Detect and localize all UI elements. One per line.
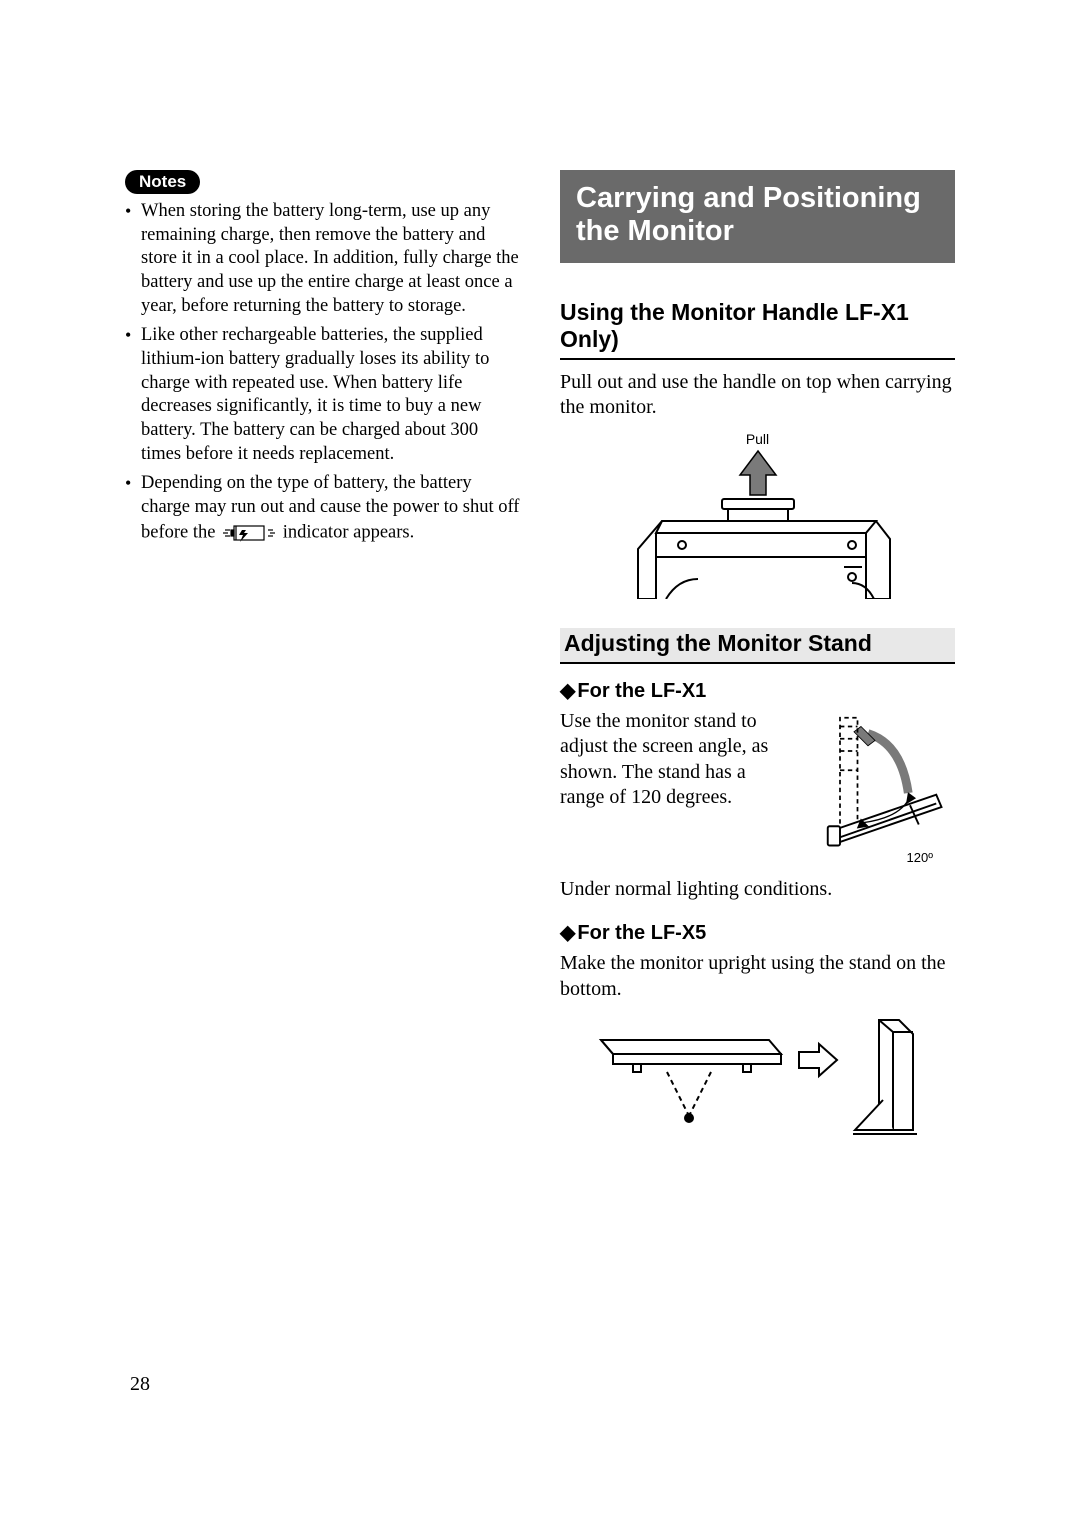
notes-pill: Notes xyxy=(125,170,200,194)
lfx1-after: Under normal lighting conditions. xyxy=(560,877,955,903)
lfx1-row: Use the monitor stand to adjust the scre… xyxy=(560,709,955,865)
stand-lfx5-icon xyxy=(593,1012,923,1142)
figure-monitor-handle: Pull xyxy=(618,431,898,604)
subheading-handle: Using the Monitor Handle LF-X1 Only) xyxy=(560,299,955,360)
notes-list: When storing the battery long-term, use … xyxy=(125,200,520,546)
manual-page: Notes When storing the battery long-term… xyxy=(125,170,955,1147)
lfx1-body: Use the monitor stand to adjust the scre… xyxy=(560,709,783,811)
lfx1-heading: For the LF-X1 xyxy=(560,678,955,703)
right-column: Carrying and Positioning the Monitor Usi… xyxy=(560,170,955,1147)
note-item: Depending on the type of battery, the ba… xyxy=(125,472,520,545)
subheading-stand: Adjusting the Monitor Stand xyxy=(560,628,955,664)
note-item: Like other rechargeable batteries, the s… xyxy=(125,324,520,466)
lfx5-heading: For the LF-X5 xyxy=(560,920,955,945)
lfx5-body: Make the monitor upright using the stand… xyxy=(560,951,955,1002)
stand-lfx1-icon xyxy=(795,709,955,849)
figure-stand-lfx1: 120º xyxy=(795,709,955,865)
figure-stand-lfx5 xyxy=(593,1012,923,1147)
page-number: 28 xyxy=(130,1373,150,1396)
note-item: When storing the battery long-term, use … xyxy=(125,200,520,318)
monitor-handle-icon xyxy=(618,449,898,599)
angle-label: 120º xyxy=(795,850,955,865)
handle-body: Pull out and use the handle on top when … xyxy=(560,370,955,421)
note-text-post: indicator appears. xyxy=(283,522,415,542)
pull-label: Pull xyxy=(618,431,898,447)
low-battery-indicator-icon xyxy=(222,520,276,546)
left-column: Notes When storing the battery long-term… xyxy=(125,170,520,1147)
section-title: Carrying and Positioning the Monitor xyxy=(560,170,955,263)
